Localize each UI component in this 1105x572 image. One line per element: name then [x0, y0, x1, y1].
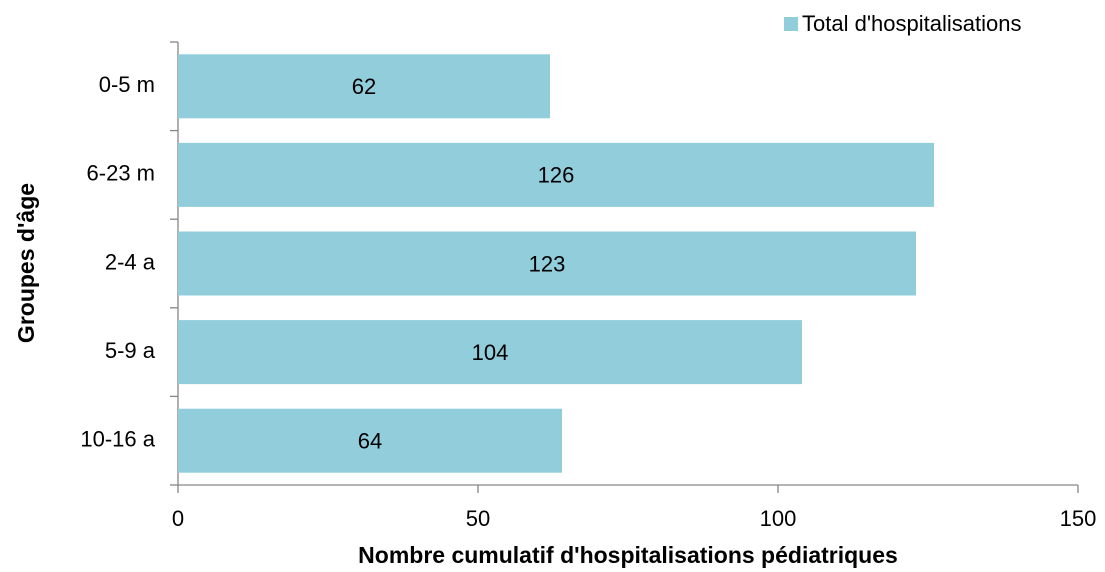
legend-label: Total d'hospitalisations — [802, 11, 1021, 36]
x-tick-label: 0 — [172, 506, 184, 531]
x-tick-label: 50 — [466, 506, 490, 531]
data-label: 64 — [358, 429, 382, 454]
y-tick-label: 0-5 m — [99, 72, 155, 97]
x-tick-label: 150 — [1060, 506, 1097, 531]
data-label: 123 — [529, 251, 566, 276]
bar — [178, 54, 550, 119]
y-tick-label: 6-23 m — [87, 161, 155, 186]
data-label: 126 — [538, 163, 575, 188]
y-axis-title: Groupes d'âge — [13, 183, 39, 343]
data-label: 62 — [352, 74, 376, 99]
data-label: 104 — [472, 340, 509, 365]
y-tick-label: 5-9 a — [105, 338, 156, 363]
bar — [178, 142, 934, 207]
bar — [178, 231, 916, 296]
legend-swatch — [784, 17, 798, 31]
y-tick-label: 2-4 a — [105, 249, 156, 274]
x-axis-title: Nombre cumulatif d'hospitalisations pédi… — [358, 542, 898, 568]
y-tick-label: 10-16 a — [80, 427, 155, 452]
bar — [178, 408, 562, 473]
bar — [178, 320, 802, 385]
x-tick-label: 100 — [760, 506, 797, 531]
